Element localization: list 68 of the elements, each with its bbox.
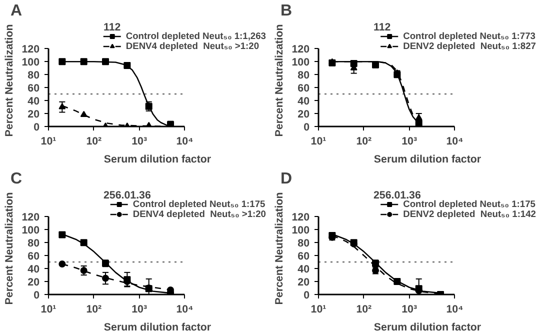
y-tick-label: 100 <box>22 224 40 237</box>
y-tick-label: 120 <box>22 212 40 224</box>
chart-title: 256.01.36 <box>374 190 421 202</box>
x-tick-label: 10² <box>356 136 372 148</box>
x-tick-label: 10³ <box>132 304 148 316</box>
x-tick-label: 10⁴ <box>446 304 464 316</box>
x-tick-label: 10¹ <box>40 136 57 148</box>
y-axis-title: Percent Neutralization <box>274 24 286 137</box>
y-tick-label: 60 <box>298 250 310 263</box>
x-tick-label: 10¹ <box>310 136 327 148</box>
chart-title: 112 <box>104 22 121 34</box>
y-tick-label: 0 <box>304 122 310 134</box>
legend-label: Control depleted Neut₅₀ 1:1,263 <box>126 31 266 41</box>
y-tick-label: 0 <box>304 290 310 302</box>
x-tick-label: 10³ <box>402 304 418 316</box>
chart-title: 256.01.36 <box>104 190 151 202</box>
chart-title: 112 <box>374 22 391 34</box>
legend-label: DENV2 depleted Neut₅₀ 1:827 <box>403 41 536 51</box>
y-tick-label: 120 <box>292 212 310 224</box>
y-tick-label: 60 <box>298 82 310 95</box>
text: B <box>280 2 292 20</box>
y-tick-label: 0 <box>34 290 40 302</box>
y-tick-label: 60 <box>28 250 40 263</box>
y-tick-label: 20 <box>28 276 40 289</box>
y-axis-title: Percent Neutralization <box>4 192 16 305</box>
y-tick-label: 120 <box>292 44 310 56</box>
text: D <box>280 170 292 188</box>
text: A <box>10 2 22 20</box>
y-tick-label: 100 <box>292 56 310 69</box>
x-tick-label: 10² <box>356 304 372 316</box>
y-tick-label: 80 <box>298 238 310 250</box>
y-tick-label: 100 <box>292 224 310 237</box>
legend-label: DENV4 depleted Neut₅₀ >1:20 <box>126 41 260 51</box>
y-tick-label: 20 <box>28 108 40 121</box>
y-tick-label: 80 <box>28 238 40 250</box>
y-tick-label: 40 <box>28 96 40 108</box>
y-tick-label: 120 <box>22 44 40 56</box>
y-tick-label: 80 <box>28 70 40 82</box>
y-axis-title: Percent Neutralization <box>274 192 286 305</box>
x-tick-label: 10² <box>86 304 102 316</box>
text: C <box>10 170 22 188</box>
y-tick-label: 100 <box>22 56 40 69</box>
y-tick-label: 0 <box>34 122 40 134</box>
x-axis-title: Serum dilution factor <box>104 322 212 334</box>
y-axis-title: Percent Neutralization <box>4 24 16 137</box>
x-tick-label: 10³ <box>132 136 148 148</box>
y-tick-label: 40 <box>28 264 40 276</box>
legend-label: Control depleted Neut₅₀ 1:175 <box>403 199 536 209</box>
x-tick-label: 10² <box>86 136 102 148</box>
legend-label: DENV2 depleted Neut₅₀ 1:142 <box>403 209 536 219</box>
x-tick-label: 10⁴ <box>176 136 194 148</box>
x-axis-title: Serum dilution factor <box>374 154 482 166</box>
y-tick-label: 40 <box>298 96 310 108</box>
legend-label: Control depleted Neut₅₀ 1:175 <box>132 199 266 209</box>
y-tick-label: 20 <box>298 276 310 289</box>
x-axis-title: Serum dilution factor <box>374 322 482 334</box>
x-tick-label: 10¹ <box>310 304 327 316</box>
x-tick-label: 10¹ <box>40 304 57 316</box>
y-tick-label: 60 <box>28 82 40 95</box>
x-tick-label: 10⁴ <box>176 304 194 316</box>
y-tick-label: 20 <box>298 108 310 121</box>
legend-label: Control depleted Neut₅₀ 1:773 <box>403 31 536 41</box>
x-tick-label: 10³ <box>402 136 418 148</box>
legend-label: DENV4 depleted Neut₅₀ >1:20 <box>132 209 266 219</box>
y-tick-label: 80 <box>298 70 310 82</box>
x-tick-label: 10⁴ <box>446 136 464 148</box>
y-tick-label: 40 <box>298 264 310 276</box>
x-axis-title: Serum dilution factor <box>104 154 212 166</box>
